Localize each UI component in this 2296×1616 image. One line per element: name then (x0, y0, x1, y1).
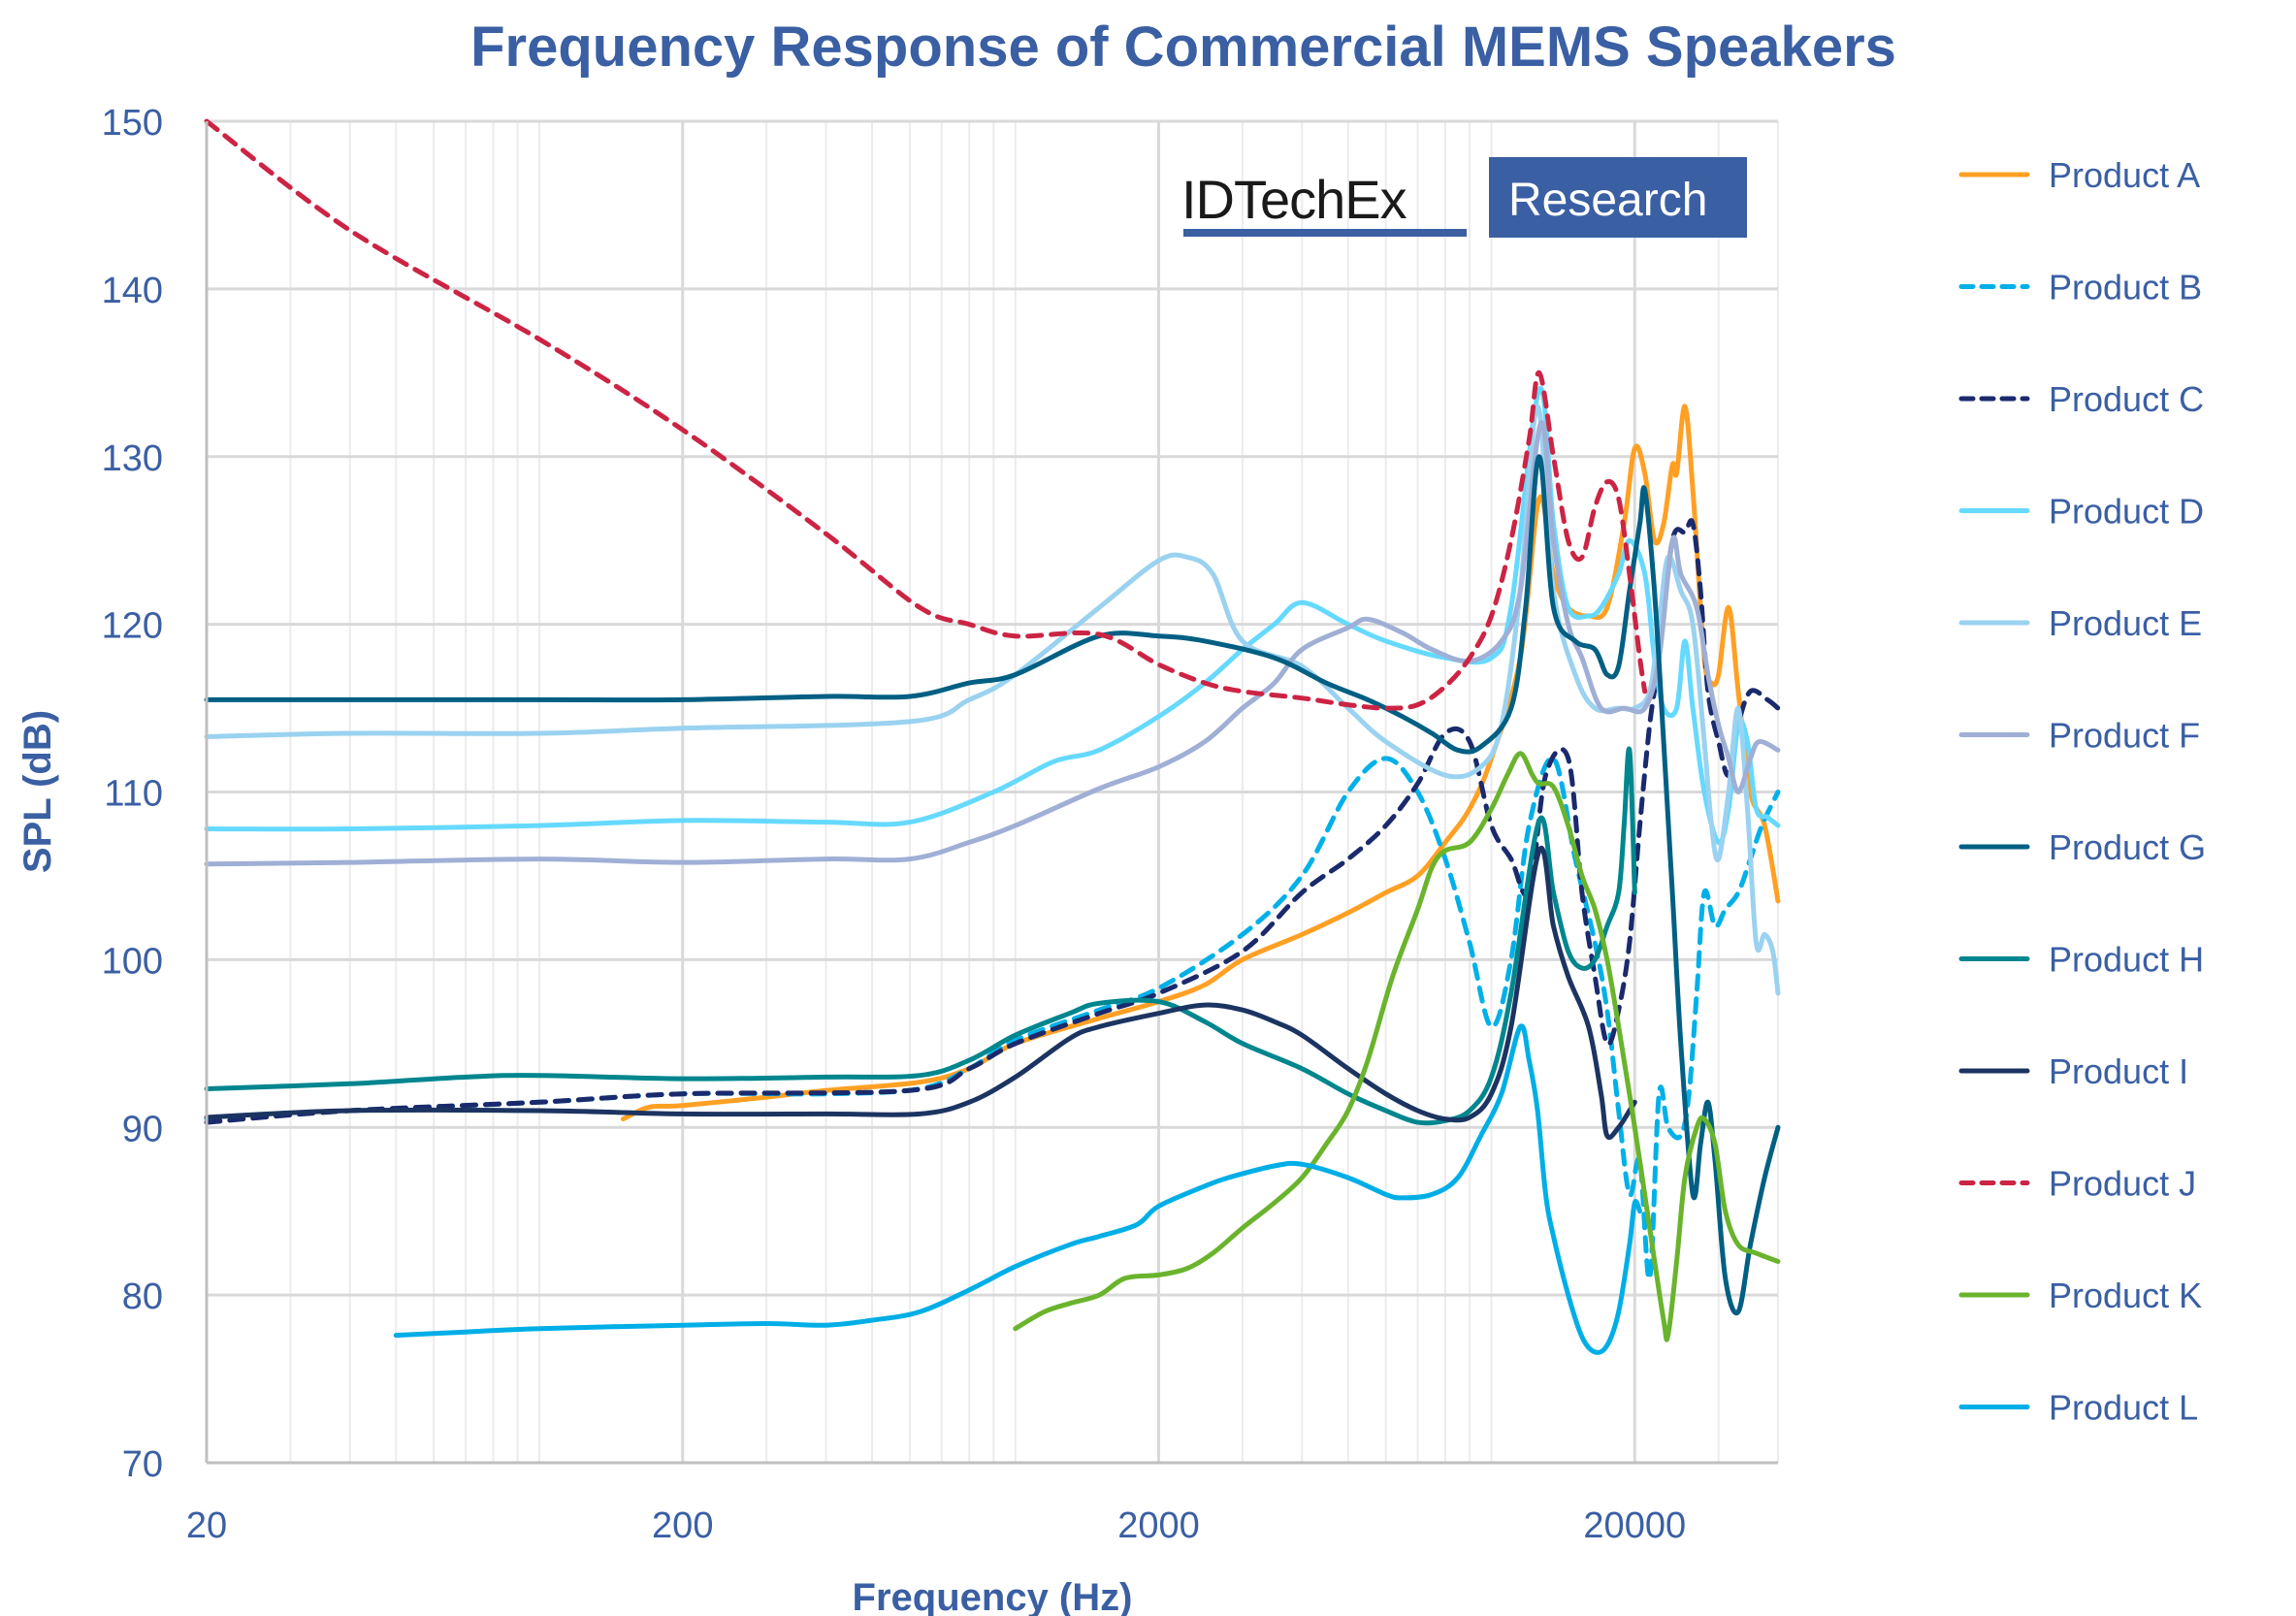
legend-label: Product C (2049, 379, 2204, 419)
legend-label: Product F (2049, 716, 2200, 756)
axes: 70 80 90 100 110 120 130 140 150 20 200 2000 20000 (102, 103, 1778, 1546)
y-tick-label: 130 (102, 438, 163, 479)
legend-label: Product A (2049, 155, 2200, 195)
y-axis-label: SPL (dB) (16, 710, 59, 873)
legend-item: Product A (1958, 155, 2200, 195)
legend-item: Product J (1958, 1164, 2196, 1204)
series-line-product-e (204, 404, 1781, 996)
idtechex-watermark: IDTechEx Research (1181, 157, 1747, 238)
legend-label: Product I (2049, 1051, 2188, 1091)
legend-label: Product E (2049, 603, 2202, 643)
series-line-product-l (393, 1023, 1642, 1355)
legend-item: Product L (1958, 1388, 2198, 1428)
legend-item: Product B (1958, 268, 2202, 307)
x-tick-label: 2000 (1117, 1505, 1200, 1546)
legend-item: Product F (1958, 716, 2200, 756)
legend-label: Product L (2049, 1388, 2198, 1428)
x-axis-label: Frequency (Hz) (853, 1576, 1133, 1616)
y-tick-label: 110 (104, 774, 163, 815)
chart-title: Frequency Response of Commercial MEMS Sp… (470, 16, 1896, 79)
watermark-underline (1183, 229, 1467, 237)
series-line-product-b (204, 756, 1781, 1281)
legend-label: Product B (2049, 268, 2202, 307)
x-tick-label: 200 (652, 1505, 713, 1546)
legend-item: Product C (1958, 379, 2204, 419)
y-tick-label: 120 (102, 606, 163, 647)
series-line-product-i (204, 845, 1637, 1141)
legend-item: Product K (1958, 1276, 2202, 1315)
x-tick-label: 20 (186, 1505, 227, 1546)
legend-item: Product H (1958, 940, 2204, 980)
series-line-product-k (1013, 751, 1781, 1342)
series-line-product-j (204, 118, 1648, 711)
watermark-brand: IDTechEx (1181, 169, 1407, 230)
series-layer (204, 118, 1781, 1355)
y-tick-label: 150 (102, 103, 163, 144)
legend-label: Product D (2049, 492, 2204, 532)
series-line-product-f (204, 420, 1781, 867)
legend-label: Product J (2049, 1164, 2196, 1204)
legend: Product A Product B Product C Product D Prod… (1958, 155, 2206, 1428)
x-tick-label: 20000 (1583, 1505, 1686, 1546)
watermark-tag: Research (1508, 175, 1707, 226)
y-tick-label: 100 (102, 941, 163, 982)
legend-item: Product I (1958, 1051, 2188, 1091)
watermark-tag-background (1489, 157, 1747, 238)
series-line-product-g (204, 454, 1781, 1316)
y-tick-label: 80 (122, 1277, 163, 1317)
legend-item: Product G (1958, 827, 2206, 867)
legend-item: Product D (1958, 492, 2204, 532)
legend-label: Product H (2049, 940, 2204, 980)
legend-label: Product K (2049, 1276, 2202, 1315)
series-line-product-h (204, 746, 1637, 1126)
legend-item: Product E (1958, 603, 2202, 643)
legend-label: Product G (2049, 827, 2206, 867)
y-tick-label: 70 (122, 1444, 163, 1485)
y-tick-label: 90 (122, 1109, 163, 1149)
plot-grid (207, 119, 1779, 1465)
series-line-product-c (204, 518, 1781, 1125)
y-tick-label: 140 (102, 271, 163, 311)
